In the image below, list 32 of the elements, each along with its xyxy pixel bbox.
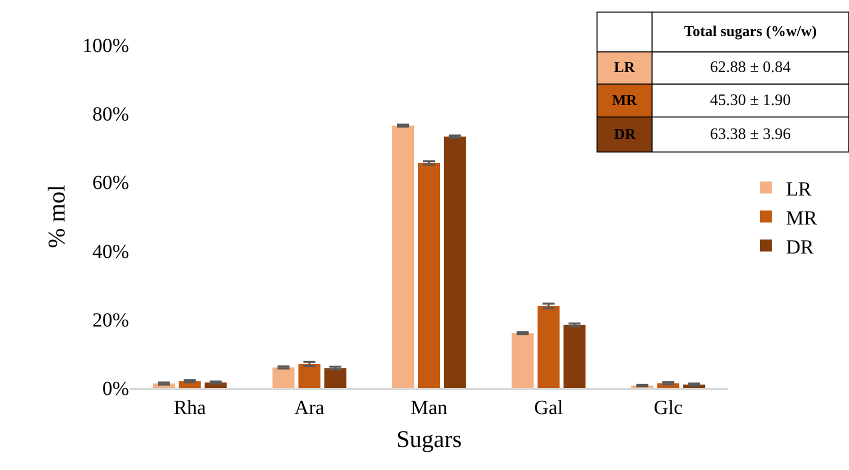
y-tick-label: 20% <box>92 309 129 332</box>
annotation: 62.88 ± 0.84 <box>710 59 791 76</box>
text: DR <box>614 127 636 143</box>
bar <box>564 324 586 388</box>
y-tick-label: 80% <box>92 104 129 126</box>
y-tick-label: 60% <box>92 172 129 194</box>
y-tick-label: 100% <box>82 35 129 57</box>
legend-label: DR <box>786 236 814 258</box>
annotation: 45.30 ± 1.90 <box>710 92 791 109</box>
x-tick-label: Man <box>410 397 448 419</box>
bar <box>444 136 466 388</box>
legend-label: MR <box>786 207 818 230</box>
bar <box>512 333 534 388</box>
x-tick-label: Ara <box>294 397 325 419</box>
bar <box>272 367 294 388</box>
legend-label: LR <box>786 178 812 200</box>
bar <box>298 364 320 388</box>
text: LR <box>614 60 635 76</box>
bar <box>392 126 414 388</box>
y-tick-label: 40% <box>92 240 129 263</box>
text: Total sugars (%w/w) <box>684 24 817 40</box>
x-tick-label: Glc <box>654 397 683 419</box>
text: MR <box>612 93 637 109</box>
y-tick-label: 0% <box>102 378 129 400</box>
bar <box>538 306 560 388</box>
bar <box>324 368 346 388</box>
x-axis-title: Sugars <box>396 426 462 453</box>
bar <box>418 162 440 388</box>
annotation: 63.38 ± 3.96 <box>710 126 791 143</box>
x-tick-label: Rha <box>174 397 206 419</box>
x-tick-label: Gal <box>534 397 564 419</box>
y-axis-title: % mol <box>44 184 70 248</box>
